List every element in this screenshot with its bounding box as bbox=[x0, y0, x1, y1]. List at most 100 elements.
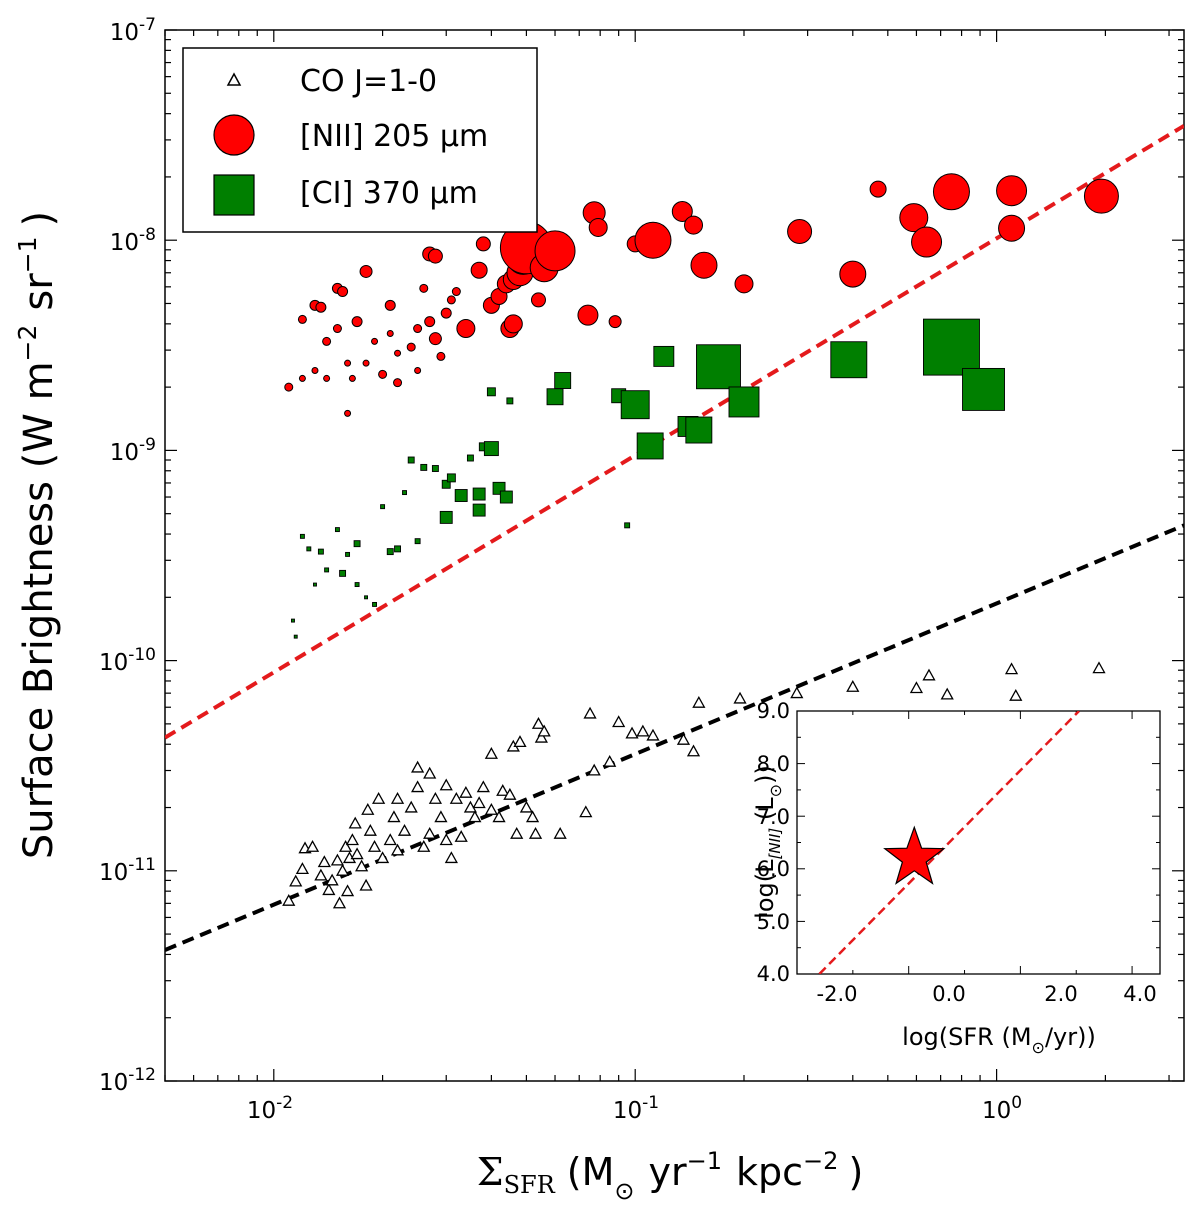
data-point-triangle bbox=[587, 763, 601, 776]
y-tick-label: 10-7 bbox=[110, 15, 156, 46]
data-point-square bbox=[830, 341, 868, 379]
data-point-triangle bbox=[454, 830, 468, 842]
data-point-circle bbox=[588, 217, 608, 237]
data-point-triangle bbox=[1004, 662, 1019, 675]
data-point-circle bbox=[996, 175, 1028, 207]
data-point-square bbox=[728, 386, 760, 418]
data-point-triangle bbox=[289, 874, 303, 887]
data-point-square bbox=[506, 397, 514, 405]
inset-x-axis-label: log(SFR (M⊙/yr)) bbox=[902, 1023, 1096, 1057]
data-point-triangle bbox=[355, 859, 369, 872]
data-point-triangle bbox=[363, 823, 377, 836]
legend-marker-square bbox=[213, 174, 255, 216]
data-point-square bbox=[291, 618, 295, 623]
data-point-circle bbox=[344, 359, 352, 367]
legend-label-co: CO J=1-0 bbox=[300, 64, 437, 99]
fit-line bbox=[165, 523, 1184, 952]
data-point-triangle bbox=[305, 840, 320, 852]
data-point-triangle bbox=[322, 883, 336, 896]
data-point-triangle bbox=[411, 780, 425, 793]
data-point-triangle bbox=[404, 800, 418, 813]
data-point-circle bbox=[359, 264, 373, 278]
data-point-triangle bbox=[417, 840, 431, 852]
data-point-triangle bbox=[519, 800, 534, 813]
data-point-triangle bbox=[444, 851, 458, 864]
data-point-square bbox=[407, 456, 415, 464]
data-point-circle bbox=[869, 180, 887, 198]
data-point-triangle bbox=[790, 686, 804, 699]
data-point-triangle bbox=[317, 855, 331, 868]
data-point-circle bbox=[475, 236, 491, 252]
data-point-triangle bbox=[423, 766, 437, 779]
data-point-triangle bbox=[692, 695, 706, 708]
data-point-triangle bbox=[525, 810, 540, 823]
data-point-triangle bbox=[583, 706, 597, 719]
data-point-circle bbox=[1083, 178, 1119, 214]
data-point-triangle bbox=[472, 796, 486, 809]
data-point-square bbox=[546, 388, 564, 406]
data-point-triangle bbox=[553, 826, 567, 839]
data-point-triangle bbox=[733, 691, 747, 704]
inset-y-tick-label: 7.0 bbox=[757, 805, 790, 829]
y-tick-labels: 10-7 10-8 10-9 10-10 10-11 10-12 bbox=[99, 15, 156, 1096]
inset-relation-line bbox=[818, 711, 1080, 974]
data-point-circle bbox=[394, 349, 402, 357]
data-point-circle bbox=[534, 230, 576, 272]
data-point-square bbox=[636, 432, 664, 460]
data-point-triangle bbox=[387, 810, 401, 823]
data-point-circle bbox=[424, 316, 436, 328]
data-point-triangle bbox=[428, 791, 443, 804]
data-point-triangle bbox=[463, 800, 478, 813]
data-point-square bbox=[653, 345, 675, 367]
series-circle bbox=[284, 173, 1119, 417]
data-point-square bbox=[486, 387, 496, 397]
inset-y-tick-label: 8.0 bbox=[757, 752, 790, 776]
data-point-circle bbox=[378, 369, 388, 379]
data-point-circle bbox=[839, 260, 867, 288]
x-tick-label: 10-2 bbox=[247, 1093, 293, 1124]
data-point-triangle bbox=[330, 853, 345, 866]
x-tick-labels: 10-2 10-1 100 bbox=[247, 1093, 1022, 1124]
inset-star-marker bbox=[883, 825, 946, 885]
data-point-triangle bbox=[922, 668, 936, 681]
x-tick-label: 100 bbox=[982, 1093, 1022, 1124]
data-point-triangle bbox=[537, 724, 551, 737]
data-point-triangle bbox=[348, 816, 362, 829]
data-point-square bbox=[402, 490, 407, 496]
data-point-square bbox=[466, 454, 474, 462]
y-tick-label: 10-9 bbox=[110, 435, 156, 466]
data-point-circle bbox=[690, 251, 718, 279]
data-point-triangle bbox=[338, 840, 353, 852]
data-point-triangle bbox=[484, 747, 498, 759]
data-point-circle bbox=[436, 351, 446, 361]
data-point-triangle bbox=[1092, 661, 1106, 674]
inset-y-tick-labels: 4.0 5.0 6.0 7.0 8.0 9.0 bbox=[757, 699, 790, 986]
inset-y-tick-label: 4.0 bbox=[757, 962, 790, 986]
legend: CO J=1-0 [NII] 205 μm [CI] 370 μm bbox=[182, 47, 538, 233]
data-point-triangle bbox=[459, 785, 473, 798]
data-point-triangle bbox=[375, 851, 390, 864]
data-point-triangle bbox=[340, 884, 355, 897]
data-point-triangle bbox=[423, 826, 437, 839]
data-point-circle bbox=[323, 374, 331, 382]
data-point-square bbox=[923, 318, 980, 376]
data-point-triangle bbox=[476, 780, 490, 793]
data-point-square bbox=[306, 546, 312, 552]
data-point-square bbox=[353, 540, 361, 548]
data-point-square bbox=[339, 569, 347, 577]
data-point-circle bbox=[577, 304, 599, 326]
data-point-circle bbox=[440, 307, 452, 319]
data-point-triangle bbox=[314, 868, 328, 881]
y-tick-label: 10-12 bbox=[99, 1065, 156, 1096]
legend-label-nii: [NII] 205 μm bbox=[300, 119, 488, 154]
data-point-triangle bbox=[940, 687, 954, 700]
inset-x-tick-label: 0.0 bbox=[932, 982, 965, 1006]
data-point-square bbox=[472, 487, 486, 501]
data-point-circle bbox=[451, 287, 461, 297]
data-point-square bbox=[334, 527, 340, 533]
main-data-markers bbox=[282, 173, 1119, 909]
data-point-circle bbox=[406, 342, 416, 352]
data-point-triangle bbox=[513, 735, 527, 748]
data-point-triangle bbox=[625, 726, 639, 739]
data-point-triangle bbox=[439, 833, 453, 846]
